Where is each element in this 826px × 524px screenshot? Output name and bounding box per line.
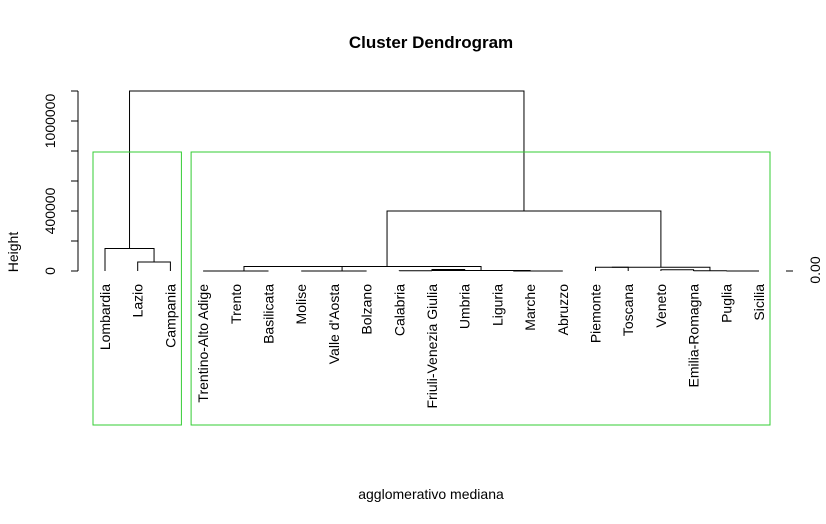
leaf-label: Campania [162, 284, 178, 348]
x-axis-label: agglomerativo mediana [358, 486, 504, 502]
leaf-label: Puglia [718, 284, 734, 323]
leaf-label: Friuli-Venezia Giulia [424, 284, 440, 409]
leaf-label: Veneto [653, 284, 669, 328]
leaf-label: Basilicata [261, 284, 277, 344]
dendrogram-link [660, 269, 695, 271]
leaf-label: Abruzzo [555, 284, 571, 336]
dendrogram-link [137, 261, 171, 271]
cluster-box [92, 151, 182, 426]
y-tick-label: 1000000 [42, 94, 58, 149]
leaf-label: Lombardia [97, 284, 113, 350]
leaf-label: Piemonte [588, 284, 604, 343]
leaf-label: Trento [228, 284, 244, 324]
y-axis-label: Height [5, 232, 21, 273]
y-tick-label: 0 [42, 267, 58, 275]
dendrogram-link [243, 266, 343, 271]
cluster-box [190, 151, 771, 426]
dendrogram-link [595, 266, 629, 271]
chart-title: Cluster Dendrogram [349, 33, 513, 52]
dendrogram-link [104, 248, 155, 271]
leaf-label: Marche [522, 284, 538, 331]
y-tick-label: 400000 [42, 187, 58, 234]
leaf-label: Sicilia [751, 284, 767, 321]
dendrogram-link [386, 210, 662, 268]
leaf-labels: Lombardia Lazio Campania Trentino-Alto Adig… [97, 284, 767, 409]
leaf-label: Molise [293, 284, 309, 325]
dendrogram-tree [104, 90, 759, 272]
leaf-label: Lazio [130, 284, 146, 318]
cluster-boxes [92, 151, 771, 426]
side-axis-label: 0.00 [807, 256, 823, 283]
leaf-label: Emilia-Romagna [686, 284, 702, 388]
leaf-label: Trentino-Alto Adige [195, 284, 211, 403]
dendrogram-link [129, 90, 525, 249]
leaf-label: Calabria [391, 284, 407, 336]
leaf-label: Toscana [620, 284, 636, 336]
y-axis: 0 400000 1000000 [42, 90, 79, 275]
leaf-label: Bolzano [359, 284, 375, 335]
leaf-label: Liguria [489, 284, 505, 326]
leaf-label: Valle d'Aosta [326, 284, 342, 364]
leaf-label: Umbria [457, 284, 473, 329]
dendrogram-link [611, 266, 711, 271]
dendrogram-link [293, 266, 482, 271]
